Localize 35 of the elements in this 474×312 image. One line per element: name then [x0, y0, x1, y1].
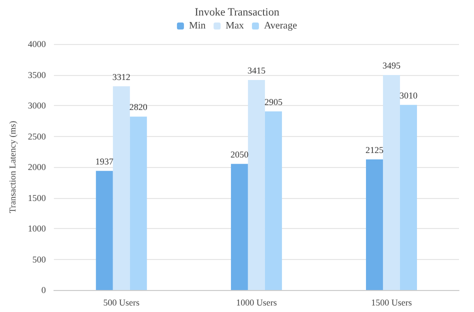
bar: [112, 86, 130, 290]
data-label: 2125: [365, 144, 384, 155]
y-axis-title: Transaction Latency (ms): [8, 120, 18, 214]
bar: [264, 111, 282, 290]
y-tick-label: 4000: [28, 39, 46, 49]
bar: [230, 164, 248, 290]
data-label: 2905: [264, 96, 283, 107]
legend-label: Average: [264, 20, 298, 32]
bar: [366, 159, 383, 290]
bar: [382, 75, 400, 290]
y-tick-label: 1000: [28, 224, 46, 234]
bar: [96, 170, 113, 290]
data-label: 3415: [247, 65, 266, 76]
y-tick-label: 2000: [28, 162, 46, 172]
y-tick-label: 3000: [28, 100, 46, 110]
legend-label: Min: [188, 20, 206, 32]
bar: [248, 80, 265, 290]
data-label: 2820: [129, 102, 148, 112]
y-tick-label: 1500: [28, 192, 46, 203]
bar: [130, 116, 147, 290]
x-tick-label: 500 Users: [103, 298, 140, 308]
data-label: 3010: [399, 90, 418, 100]
legend-label: Max: [226, 20, 244, 32]
x-tick-label: 1500 Users: [371, 298, 412, 308]
data-label: 1937: [95, 156, 114, 166]
y-tick-label: 2500: [28, 131, 46, 142]
x-tick-label: 1000 Users: [236, 298, 278, 308]
data-label: 3312: [112, 72, 130, 82]
data-label: 3495: [382, 60, 401, 71]
data-label: 2050: [230, 149, 249, 160]
bar: [400, 104, 417, 290]
y-tick-label: 3500: [28, 70, 46, 80]
y-tick-label: 0: [41, 285, 46, 295]
y-tick-label: 500: [32, 254, 46, 264]
chart-title: Invoke Transaction: [194, 6, 280, 18]
